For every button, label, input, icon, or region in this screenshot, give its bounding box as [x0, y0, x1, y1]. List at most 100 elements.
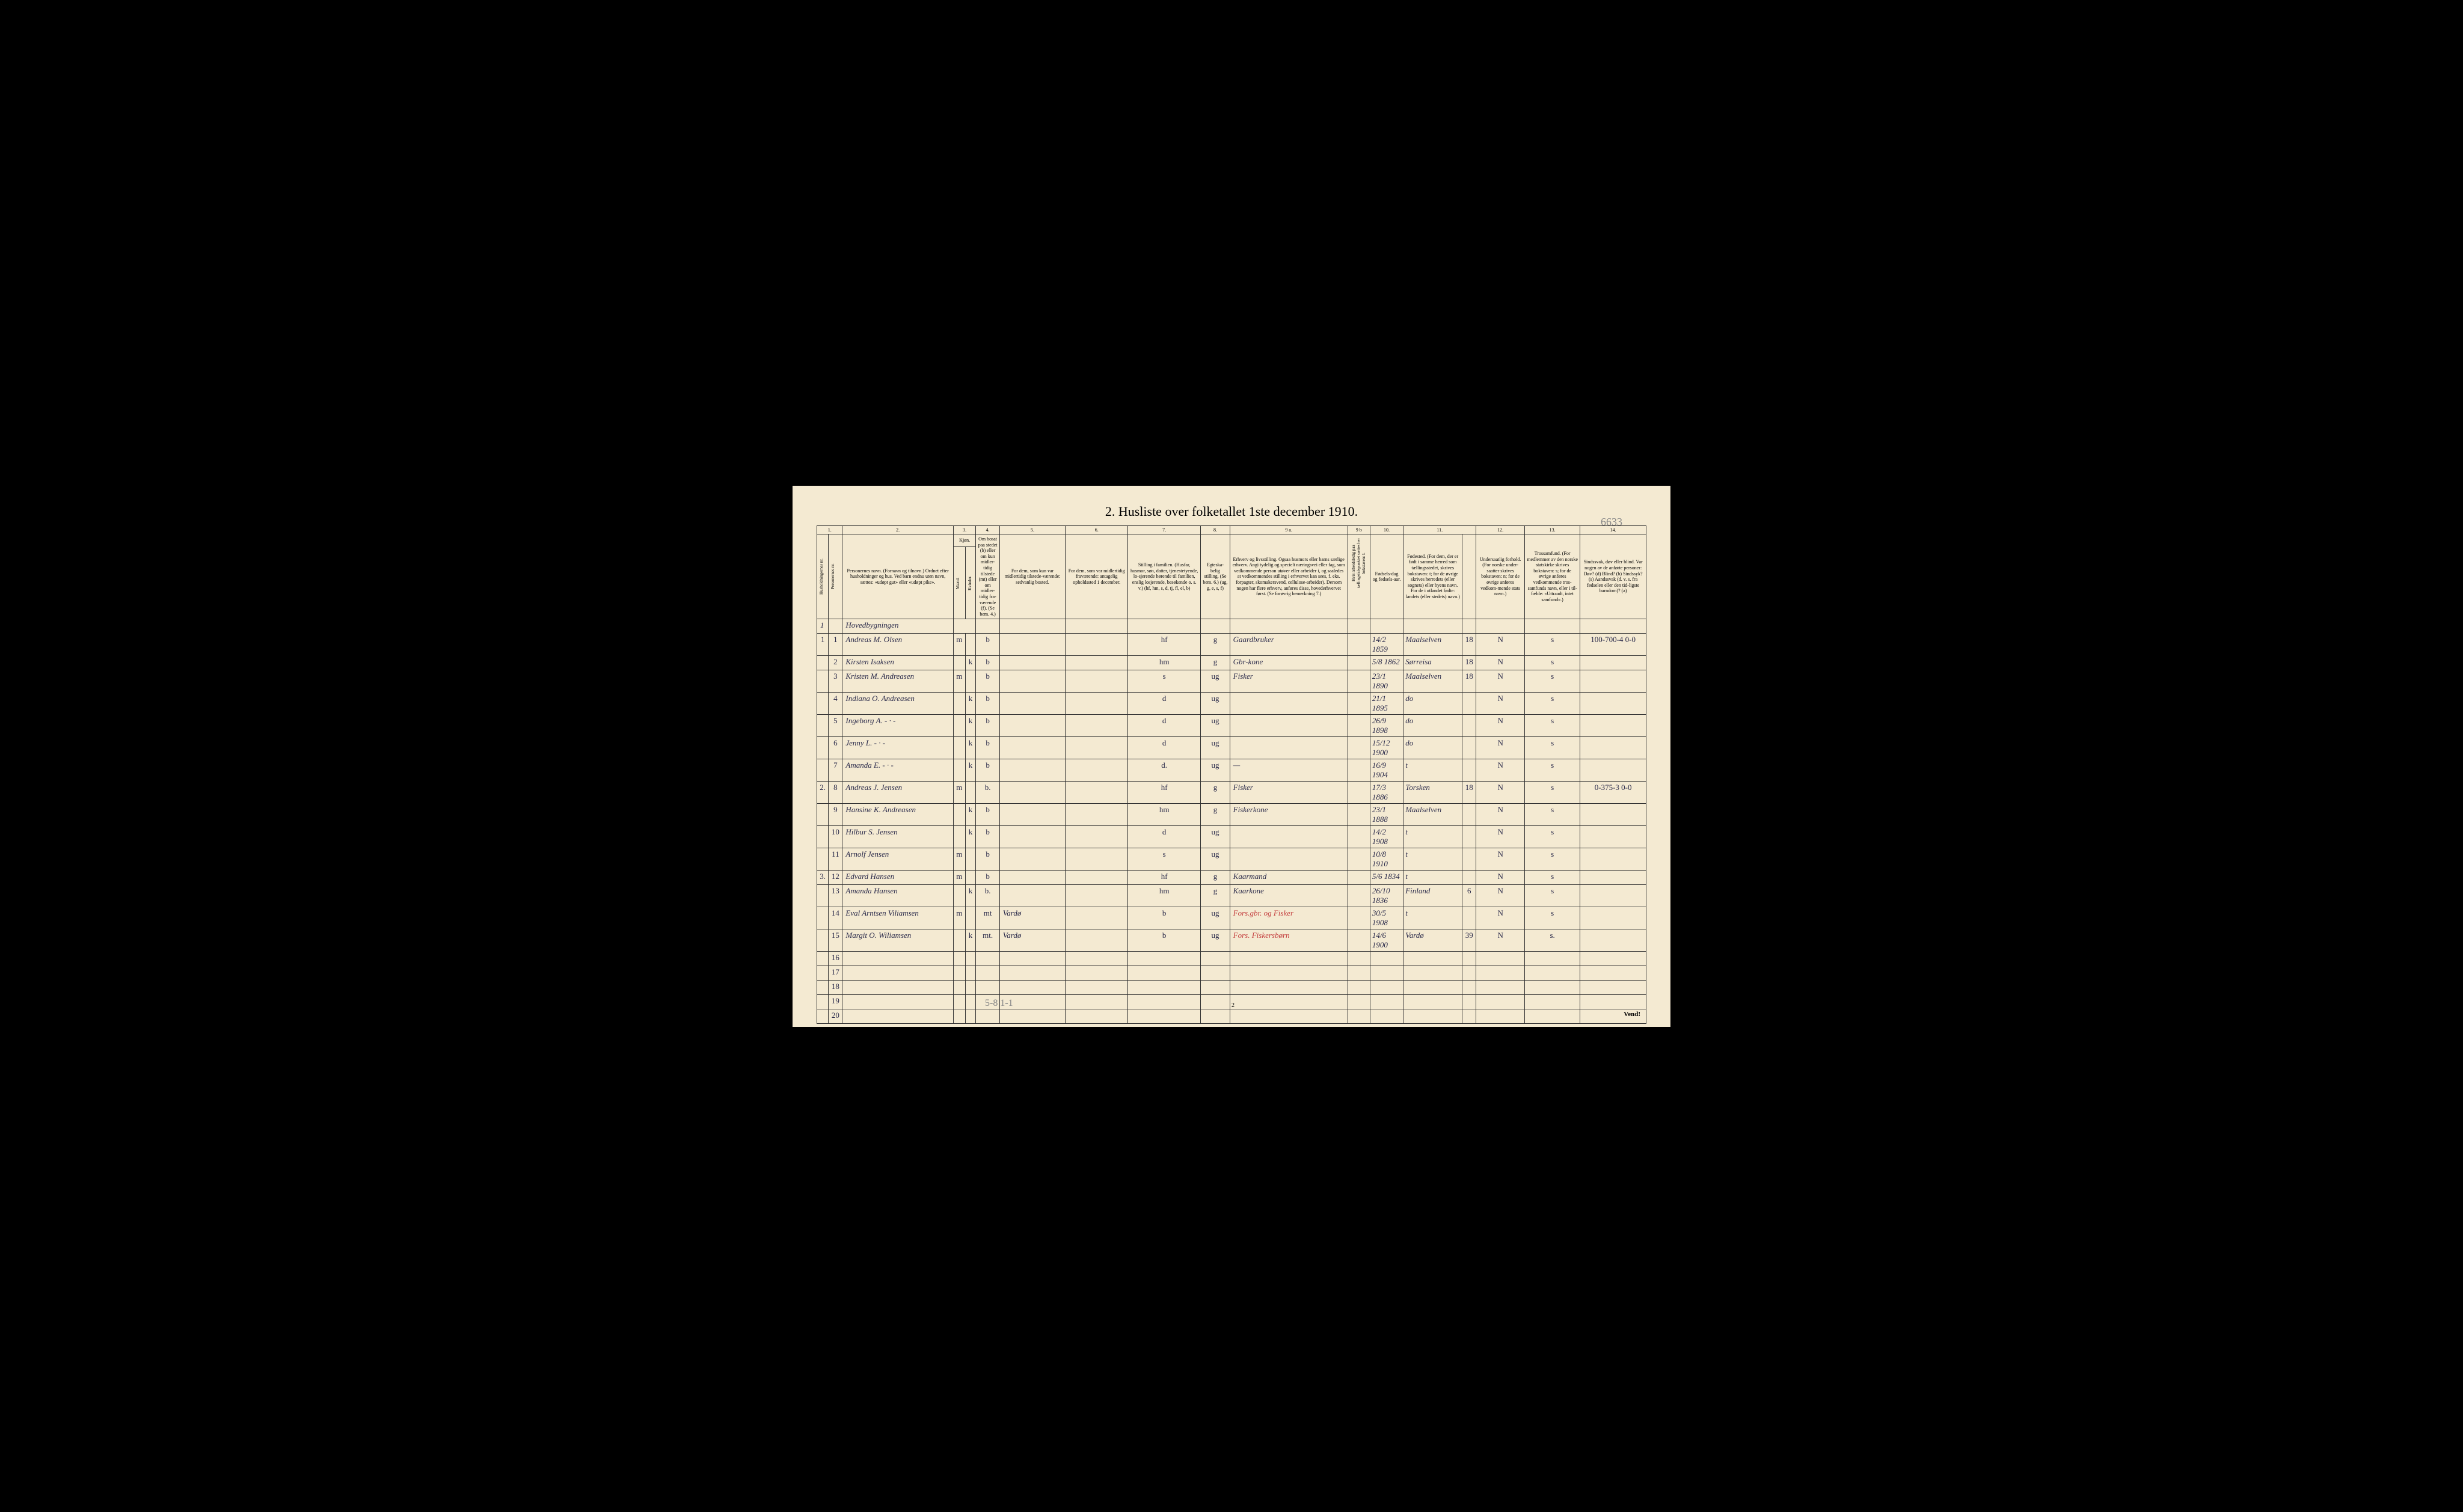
col13-cell: s	[1525, 907, 1580, 929]
col5-cell	[999, 670, 1066, 693]
sex-m-cell	[953, 952, 965, 966]
col12-cell	[1476, 995, 1525, 1009]
col9a-cell	[1230, 966, 1348, 981]
header-text-row: Husholdningernes nr. Personernes nr. Per…	[817, 534, 1646, 547]
col11ex-cell	[1462, 966, 1476, 981]
header-col8: Egteska-belig stilling. (Se bem. 6.) (ug…	[1201, 534, 1230, 619]
col-num-6: 6.	[1066, 525, 1128, 534]
col5-cell	[999, 759, 1066, 782]
sex-m-cell	[953, 737, 965, 759]
hh-cell	[817, 826, 829, 848]
status-cell: b	[976, 871, 999, 885]
status-cell: b.	[976, 885, 999, 907]
hh-cell: 3.	[817, 871, 829, 885]
col11-cell: Maalselven	[1403, 634, 1462, 656]
col5-cell	[999, 981, 1066, 995]
col5-cell	[999, 656, 1066, 670]
col9a-cell: Kaarkone	[1230, 885, 1348, 907]
col5-cell	[999, 804, 1066, 826]
col14-cell	[1580, 995, 1646, 1009]
c11ex	[1462, 619, 1476, 634]
col-num-7: 7.	[1128, 525, 1201, 534]
col5-cell	[999, 1009, 1066, 1024]
hh-cell	[817, 693, 829, 715]
hh-cell: 1	[817, 634, 829, 656]
col9b-cell	[1348, 670, 1370, 693]
sex-m-cell: m	[953, 670, 965, 693]
sex-k-cell	[965, 634, 976, 656]
col11-cell: Maalselven	[1403, 804, 1462, 826]
status-cell: b	[976, 693, 999, 715]
column-number-row: 1. 2. 3. 4. 5. 6. 7. 8. 9 a. 9 b 10. 11.…	[817, 525, 1646, 534]
hh-cell	[817, 670, 829, 693]
col13-cell	[1525, 981, 1580, 995]
col9b-cell	[1348, 981, 1370, 995]
sex-k-cell	[965, 995, 976, 1009]
hh-cell	[817, 804, 829, 826]
col9b-cell	[1348, 634, 1370, 656]
col6-cell	[1066, 952, 1128, 966]
col9a-cell	[1230, 737, 1348, 759]
col12-cell	[1476, 966, 1525, 981]
c9a	[1230, 619, 1348, 634]
pn-cell: 4	[829, 693, 842, 715]
col8-cell: g	[1201, 804, 1230, 826]
col10-cell: 23/1 1890	[1370, 670, 1403, 693]
col6-cell	[1066, 782, 1128, 804]
hh-cell	[817, 759, 829, 782]
c12	[1476, 619, 1525, 634]
pn-cell: 7	[829, 759, 842, 782]
header-male: Mænd.	[953, 546, 965, 619]
table-row: 10 Hilbur S. Jensen k b d ug 14/2 1908 t…	[817, 826, 1646, 848]
col8-cell: ug	[1201, 848, 1230, 871]
pn-cell: 6	[829, 737, 842, 759]
pn-cell: 5	[829, 715, 842, 737]
col9b-cell	[1348, 885, 1370, 907]
col13-cell: s	[1525, 634, 1580, 656]
hh-cell	[817, 1009, 829, 1024]
col12-cell: N	[1476, 670, 1525, 693]
col6-cell	[1066, 670, 1128, 693]
col9a-cell: Fors. Fiskersbørn	[1230, 929, 1348, 952]
col9a-cell	[1230, 952, 1348, 966]
col9a-cell	[1230, 693, 1348, 715]
col9b-cell	[1348, 929, 1370, 952]
page-title: 2. Husliste over folketallet 1ste decemb…	[817, 504, 1646, 519]
col11ex-cell: 18	[1462, 656, 1476, 670]
header-sex: Kjøn.	[953, 534, 976, 547]
col11ex-cell	[1462, 759, 1476, 782]
status-cell	[976, 619, 999, 634]
col9a-cell: —	[1230, 759, 1348, 782]
page-annotation: 6633	[1601, 516, 1622, 528]
sex-k-cell	[965, 1009, 976, 1024]
pn-cell: 19	[829, 995, 842, 1009]
col-num-9a: 9 a.	[1230, 525, 1348, 534]
pn-cell: 9	[829, 804, 842, 826]
col7-cell	[1128, 966, 1201, 981]
col13-cell: s	[1525, 782, 1580, 804]
col10-cell: 21/1 1895	[1370, 693, 1403, 715]
col6-cell	[1066, 693, 1128, 715]
col-num-10: 10.	[1370, 525, 1403, 534]
sex-k-cell: k	[965, 804, 976, 826]
col11-cell: do	[1403, 693, 1462, 715]
col11-cell: Vardø	[1403, 929, 1462, 952]
col10-cell: 16/9 1904	[1370, 759, 1403, 782]
col5-cell	[999, 715, 1066, 737]
pn-cell: 12	[829, 871, 842, 885]
col9a-cell	[1230, 981, 1348, 995]
col8-cell	[1201, 966, 1230, 981]
status-cell	[976, 981, 999, 995]
col12-cell: N	[1476, 737, 1525, 759]
c10	[1370, 619, 1403, 634]
col11ex-cell	[1462, 952, 1476, 966]
sex-cell	[953, 619, 976, 634]
hh-cell	[817, 966, 829, 981]
col9b-cell	[1348, 759, 1370, 782]
pn-cell: 20	[829, 1009, 842, 1024]
name-cell: Hovedbygningen	[842, 619, 954, 634]
col7-cell	[1128, 981, 1201, 995]
col10-cell: 10/8 1910	[1370, 848, 1403, 871]
col12-cell: N	[1476, 634, 1525, 656]
status-cell: b.	[976, 782, 999, 804]
